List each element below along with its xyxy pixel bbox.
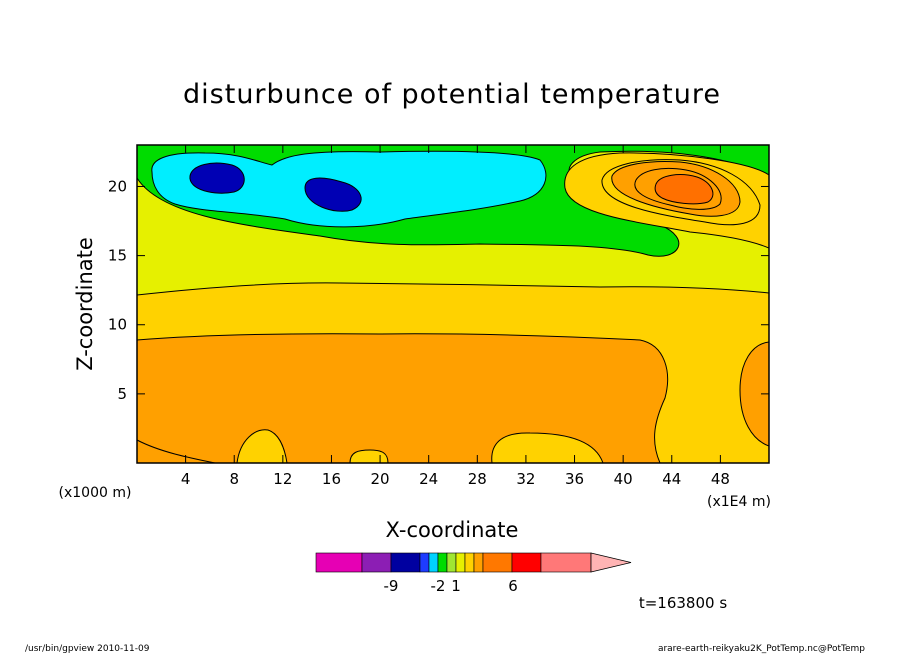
colorbar-segment — [390, 552, 421, 573]
x-tick-label: 4 — [181, 470, 191, 488]
contour-field — [137, 145, 769, 463]
x-tick-label: 40 — [614, 470, 633, 488]
time-label: t=163800 s — [639, 594, 727, 612]
colorbar-tick-label: -9 — [384, 577, 399, 595]
y-axis-label: Z-coordinate — [73, 237, 97, 371]
colorbar-tick-label: -2 — [431, 577, 446, 595]
colorbar-segment — [482, 552, 513, 573]
x-tick-label: 48 — [711, 470, 730, 488]
x-tick-label: 8 — [229, 470, 239, 488]
colorbar-segment — [361, 552, 392, 573]
colorbar-arrow — [590, 552, 632, 573]
y-axis: 5 10 15 20 — [108, 177, 769, 403]
x-tick-label: 32 — [516, 470, 535, 488]
x-tick-label: 20 — [371, 470, 390, 488]
colorbar-segment — [455, 552, 466, 573]
x-tick-label: 12 — [273, 470, 292, 488]
x-axis: 4 8 12 16 20 24 28 32 36 40 44 48 — [181, 145, 730, 488]
colorbar — [315, 552, 632, 573]
colorbar-tick-label: 6 — [508, 577, 518, 595]
colorbar-segment — [419, 552, 430, 573]
fill-region-bump-2 — [349, 449, 389, 463]
y-axis-unit: (x1000 m) — [59, 485, 132, 501]
fill-region-bump-3 — [491, 432, 604, 463]
colorbar-segment — [446, 552, 457, 573]
y-tick-label: 20 — [108, 177, 127, 195]
colorbar-segment — [315, 552, 363, 573]
fill-region-blue-2 — [304, 177, 362, 212]
y-tick-label: 10 — [108, 316, 127, 334]
fill-region-warm-core — [654, 174, 714, 205]
colorbar-segment — [428, 552, 439, 573]
chart-title: disturbunce of potential temperature — [183, 79, 721, 110]
colorbar-segment — [437, 552, 448, 573]
x-tick-label: 24 — [419, 470, 438, 488]
x-axis-label: X-coordinate — [386, 518, 519, 542]
fill-region-bump-1 — [236, 429, 288, 463]
contour-line-lower-left — [137, 439, 216, 463]
colorbar-segment — [464, 552, 475, 573]
footer-right: arare-earth-reikyaku2K_PotTemp.nc@PotTem… — [658, 644, 865, 654]
x-tick-label: 44 — [662, 470, 681, 488]
plot-frame — [136, 144, 770, 464]
x-axis-unit: (x1E4 m) — [707, 494, 771, 510]
x-tick-label: 36 — [565, 470, 584, 488]
colorbar-tick-label: 1 — [451, 577, 461, 595]
colorbar-segment — [540, 552, 592, 573]
x-tick-label: 28 — [468, 470, 487, 488]
y-tick-label: 5 — [117, 385, 127, 403]
colorbar-segment — [473, 552, 484, 573]
colorbar-labels: -9 -2 1 6 — [384, 577, 518, 595]
colorbar-segment — [511, 552, 542, 573]
fill-region-orange-right — [739, 341, 769, 447]
fill-region-blue-1 — [189, 162, 245, 194]
x-tick-label: 16 — [322, 470, 341, 488]
footer-left: /usr/bin/gpview 2010-11-09 — [25, 644, 150, 654]
y-tick-label: 15 — [108, 247, 127, 265]
